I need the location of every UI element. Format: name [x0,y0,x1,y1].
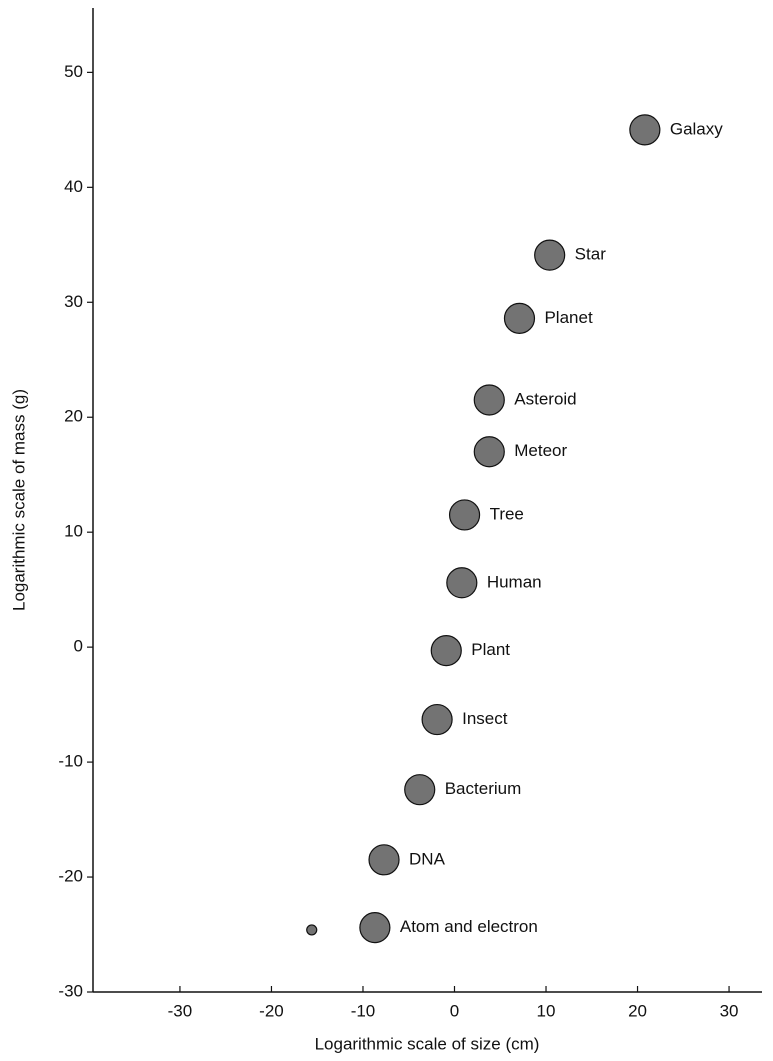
object-icon [359,912,391,944]
object-label: Galaxy [670,119,723,138]
object-icon [404,774,436,806]
x-tick-label: 20 [628,1001,647,1020]
x-tick-label: -10 [351,1001,376,1020]
object-icon [368,844,400,876]
object-label: Star [575,245,607,264]
y-tick-label: -30 [58,981,83,1000]
x-tick-label: 30 [720,1001,739,1020]
object-icon [446,567,478,599]
x-axis-title: Logarithmic scale of size (cm) [315,1034,540,1053]
y-tick-label: 30 [64,292,83,311]
y-tick-label: -20 [58,867,83,886]
y-tick-label: 40 [64,177,83,196]
object-icon [448,499,481,531]
x-tick-label: 10 [537,1001,556,1020]
y-tick-label: 10 [64,522,83,541]
object-label: Asteroid [514,389,576,408]
object-icon [430,634,462,667]
object-label: Atom and electron [400,917,538,936]
y-tick-label: 0 [74,637,83,656]
y-tick-label: -10 [58,752,83,771]
y-axis-title: Logarithmic scale of mass (g) [9,389,28,611]
object-label: Human [487,572,542,591]
object-label: Tree [490,504,524,523]
object-icon [473,384,505,416]
object-label: Bacterium [445,779,522,798]
x-tick-label: -20 [259,1001,284,1020]
object-icon [503,302,536,334]
y-tick-label: 50 [64,62,83,81]
object-label: Plant [471,640,510,659]
object-label: Planet [544,308,592,327]
x-tick-label: -30 [168,1001,193,1020]
object-label: Meteor [514,441,567,460]
object-icon [473,436,505,468]
object-icon [306,924,318,936]
object-icon [629,114,661,146]
object-icon [534,239,566,271]
object-label: Insect [462,709,508,728]
x-tick-label: 0 [450,1001,459,1020]
object-label: DNA [409,849,446,868]
object-icon [421,703,453,736]
y-tick-label: 20 [64,407,83,426]
